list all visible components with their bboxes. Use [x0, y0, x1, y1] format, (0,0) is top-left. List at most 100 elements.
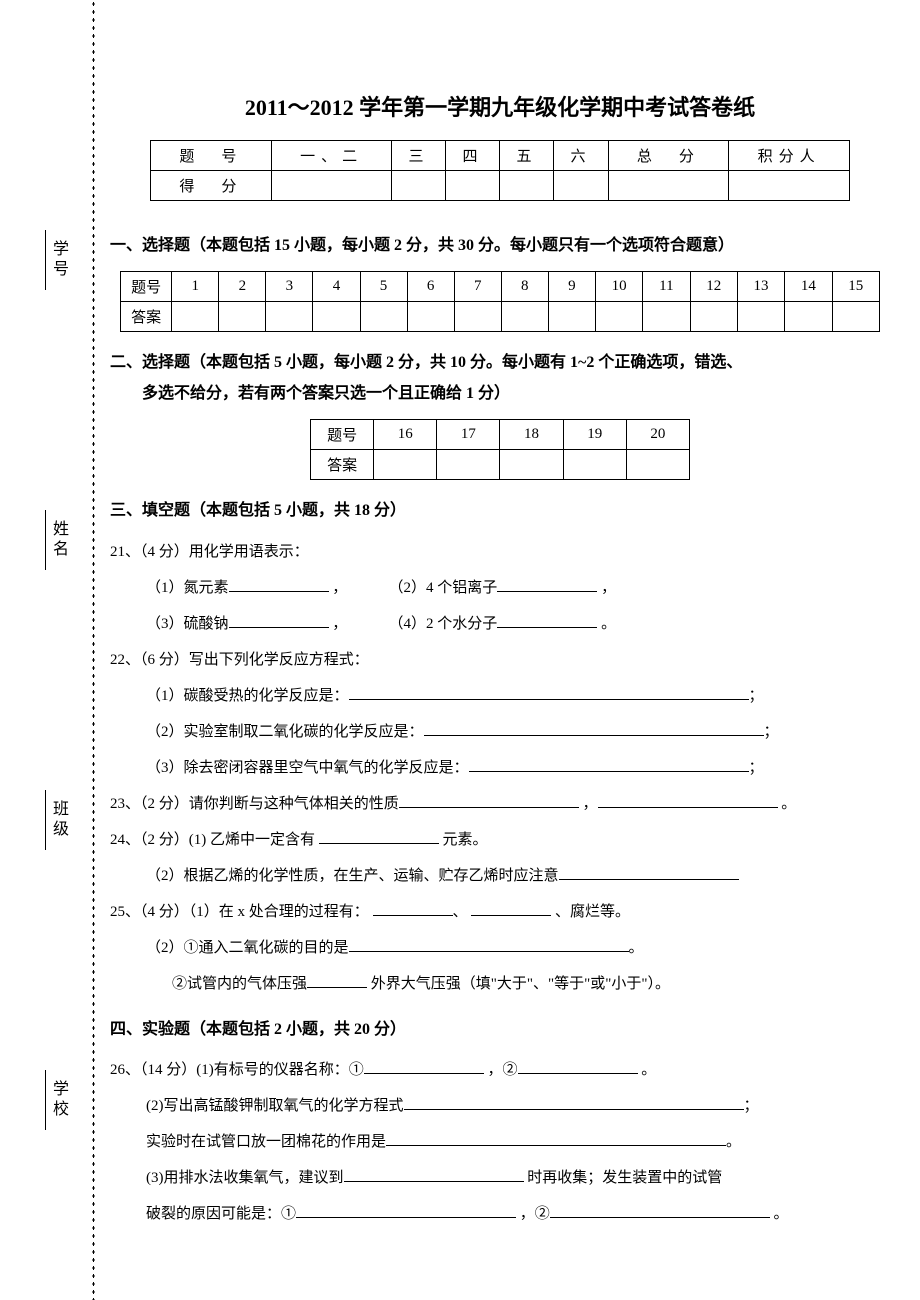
section2-title-l1: 二、选择题（本题包括 5 小题，每小题 2 分，共 10 分。每小题有 1~2 … — [110, 354, 742, 371]
q26-3c: 破裂的原因可能是：① ，② 。 — [110, 1199, 890, 1229]
cell: 总 分 — [608, 141, 729, 171]
blank — [471, 899, 551, 916]
cell-blank — [172, 302, 219, 332]
cell: 15 — [832, 272, 879, 302]
table-row: 题 号 一、二 三 四 五 六 总 分 积分人 — [151, 141, 850, 171]
side-label-id: 学号 — [45, 224, 70, 296]
cell-label: 得 分 — [151, 171, 272, 201]
q26-3d-text: ，② — [520, 1206, 550, 1222]
cell: 积分人 — [729, 141, 850, 171]
cell: 五 — [500, 141, 554, 171]
blank — [598, 791, 778, 808]
blank — [319, 827, 439, 844]
cell-blank — [501, 302, 548, 332]
blank — [349, 683, 749, 700]
cell-blank — [219, 302, 266, 332]
period: 。 — [641, 1062, 656, 1078]
q22-2: （2）实验室制取二氧化碳的化学反应是：； — [110, 717, 890, 747]
q25-3b: 外界大气压强（填"大于"、"等于"或"小于"）。 — [371, 976, 670, 992]
cell-blank — [454, 302, 501, 332]
cell-blank — [626, 450, 689, 480]
cell: 1 — [172, 272, 219, 302]
q25-1b: 、腐烂等。 — [555, 904, 630, 920]
q25-3: ②试管内的气体压强 外界大气压强（填"大于"、"等于"或"小于"）。 — [110, 969, 890, 999]
cell-blank — [554, 171, 608, 201]
cell: 4 — [313, 272, 360, 302]
q24-2: （2）根据乙烯的化学性质，在生产、运输、贮存乙烯时应注意 — [110, 861, 890, 891]
cell-blank — [595, 302, 642, 332]
blank — [296, 1201, 516, 1218]
period: 。 — [774, 1206, 789, 1222]
semicolon: ； — [749, 688, 764, 704]
blank — [349, 935, 629, 952]
cell: 14 — [785, 272, 832, 302]
cell-label: 题号 — [121, 272, 172, 302]
cell-blank — [500, 450, 563, 480]
cell-label: 题号 — [311, 420, 374, 450]
side-label-text: 姓名 — [46, 520, 70, 560]
cell: 9 — [548, 272, 595, 302]
q26-2b-text: 实验时在试管口放一团棉花的作用是 — [146, 1134, 386, 1150]
q21-line2: （3）硫酸钠 ， （4）2 个水分子 。 — [110, 609, 890, 639]
q24-1a: 24、（2 分）(1) 乙烯中一定含有 — [110, 832, 315, 848]
q24-1b: 元素。 — [443, 832, 488, 848]
cell-blank — [266, 302, 313, 332]
cell: 19 — [563, 420, 626, 450]
period: 。 — [781, 796, 796, 812]
cell: 6 — [407, 272, 454, 302]
blank — [344, 1165, 524, 1182]
period: 。 — [726, 1134, 741, 1150]
cell: 12 — [690, 272, 737, 302]
cell-blank — [313, 302, 360, 332]
q22-head: 22、（6 分）写出下列化学反应方程式： — [110, 645, 890, 675]
side-label-column: 学校 班级 姓名 学号 — [30, 0, 85, 1300]
cell-blank — [407, 302, 454, 332]
side-underline — [45, 790, 46, 850]
dun: 、 — [453, 904, 468, 920]
cell-blank — [832, 302, 879, 332]
table-row: 题号 1 2 3 4 5 6 7 8 9 10 11 12 13 14 15 — [121, 272, 880, 302]
q21-2a: （3）硫酸钠 — [146, 616, 229, 632]
cell: 13 — [737, 272, 784, 302]
cell-blank — [437, 450, 500, 480]
side-label-text: 学校 — [46, 1080, 70, 1120]
semicolon: ； — [744, 1098, 759, 1114]
cell-blank — [446, 171, 500, 201]
cell: 四 — [446, 141, 500, 171]
q23-text: 23、（2 分）请你判断与这种气体相关的性质 — [110, 796, 399, 812]
cell-blank — [643, 302, 690, 332]
table-row: 答案 — [311, 450, 690, 480]
cell: 20 — [626, 420, 689, 450]
side-label-school: 学校 — [45, 1064, 70, 1136]
blank — [229, 575, 329, 592]
cell: 18 — [500, 420, 563, 450]
q26-1: 26、（14 分）(1)有标号的仪器名称：① ，② 。 — [110, 1055, 890, 1085]
cell-label: 题 号 — [151, 141, 272, 171]
q25-3a: ②试管内的气体压强 — [172, 976, 307, 992]
q26-2b: 实验时在试管口放一团棉花的作用是 。 — [110, 1127, 890, 1157]
cell: 3 — [266, 272, 313, 302]
blank — [404, 1093, 744, 1110]
blank — [469, 755, 749, 772]
cell-blank — [690, 302, 737, 332]
cell-blank — [563, 450, 626, 480]
q24-1: 24、（2 分）(1) 乙烯中一定含有 元素。 — [110, 825, 890, 855]
section2-title: 二、选择题（本题包括 5 小题，每小题 2 分，共 10 分。每小题有 1~2 … — [110, 348, 890, 409]
blank — [518, 1057, 638, 1074]
q25-1a: 25、（4 分）（1）在 x 处合理的过程有： — [110, 904, 369, 920]
cell: 一、二 — [271, 141, 392, 171]
q21-1a: （1）氮元素 — [146, 580, 229, 596]
period: 。 — [601, 616, 616, 632]
cell: 17 — [437, 420, 500, 450]
side-underline — [45, 1070, 46, 1130]
comma: ， — [601, 580, 616, 596]
cell: 2 — [219, 272, 266, 302]
blank — [373, 899, 453, 916]
comma: ， — [583, 796, 598, 812]
q21-line1: （1）氮元素 ， （2）4 个铝离子 ， — [110, 573, 890, 603]
semicolon: ； — [749, 760, 764, 776]
blank — [229, 611, 329, 628]
blank — [386, 1129, 726, 1146]
side-underline — [45, 230, 46, 290]
comma: ， — [332, 616, 340, 632]
